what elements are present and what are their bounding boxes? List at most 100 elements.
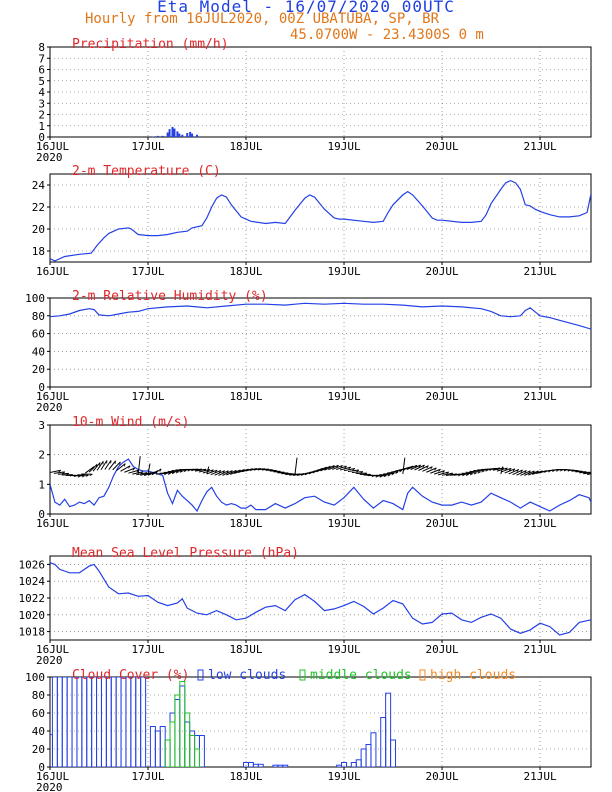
wind-gust-arrow bbox=[137, 456, 141, 475]
cloud-bar-mid bbox=[189, 735, 196, 767]
precip-bar bbox=[178, 133, 181, 137]
wind-arrow bbox=[500, 467, 512, 473]
legend-label: middle clouds bbox=[310, 668, 412, 683]
wind-arrow-head bbox=[81, 475, 85, 478]
x-year-label: 2020 bbox=[36, 781, 63, 792]
cloud-bar-mid bbox=[179, 681, 186, 767]
wind-arrow-head bbox=[159, 468, 162, 472]
wind-arrow-head bbox=[123, 463, 126, 467]
y-tick-label: 1 bbox=[38, 120, 45, 133]
cloud-bar-low bbox=[350, 762, 357, 767]
x-tick-label: 18JUL bbox=[229, 770, 262, 783]
x-tick-label: 20JUL bbox=[425, 643, 458, 656]
x-tick-label: 21JUL bbox=[523, 265, 556, 278]
panel-title: 2-m Relative Humidity (%) bbox=[72, 289, 268, 304]
station-coordinates: 45.0700W - 23.4300S 0 m bbox=[290, 27, 484, 43]
wind-arrow bbox=[234, 469, 245, 474]
wind-arrow bbox=[347, 469, 359, 473]
panel-frame bbox=[49, 676, 592, 768]
wind-arrow bbox=[339, 466, 351, 471]
wind-arrow-head bbox=[183, 470, 187, 473]
x-tick-label: 16JUL bbox=[36, 517, 69, 530]
cloud-bar-low bbox=[194, 735, 201, 767]
wind-arrow-head bbox=[508, 468, 512, 471]
wind-arrow bbox=[590, 474, 591, 476]
wind-arrow-head bbox=[167, 472, 171, 475]
cloud-bar-low bbox=[336, 764, 343, 767]
wind-arrow-head bbox=[528, 470, 531, 474]
y-tick-label: 0 bbox=[38, 761, 45, 774]
wind-arrow-head bbox=[422, 464, 425, 468]
legend-label: high clouds bbox=[430, 668, 516, 683]
cloud-bar-low bbox=[120, 677, 127, 767]
wind-arrow bbox=[124, 467, 135, 473]
wind-arrow bbox=[230, 469, 241, 475]
cloud-bar-low bbox=[257, 763, 264, 767]
x-tick-label: 21JUL bbox=[523, 643, 556, 656]
y-tick-label: 20 bbox=[32, 363, 45, 376]
x-tick-label: 19JUL bbox=[327, 643, 360, 656]
x-tick-label: 16JUL bbox=[36, 643, 69, 656]
y-tick-label: 60 bbox=[32, 707, 45, 720]
precip-bar bbox=[151, 136, 154, 137]
cloud-bar-low bbox=[154, 730, 161, 767]
wind-arrow-head bbox=[119, 461, 121, 465]
wind-arrow bbox=[586, 473, 591, 476]
panel-data bbox=[50, 179, 591, 262]
cloud-bar-low bbox=[365, 744, 372, 767]
wind-arrow-head bbox=[344, 465, 347, 469]
cloud-bar-low bbox=[125, 677, 132, 767]
x-tick-label: 18JUL bbox=[229, 517, 262, 530]
wind-gust-arrow bbox=[206, 466, 210, 475]
wind-arrow bbox=[418, 465, 429, 471]
cloud-bar-mid bbox=[184, 712, 191, 767]
wind-arrow bbox=[316, 466, 327, 473]
wind-arrow bbox=[92, 462, 101, 472]
panel-data bbox=[50, 456, 594, 513]
wind-arrow-head bbox=[430, 466, 433, 470]
wind-arrow-head bbox=[592, 473, 594, 475]
series-line-pres bbox=[50, 562, 591, 636]
cloud-bar-low bbox=[140, 677, 147, 767]
x-tick-label: 19JUL bbox=[327, 517, 360, 530]
precip-bar bbox=[166, 132, 169, 137]
y-tick-label: 0 bbox=[38, 131, 45, 144]
x-tick-label: 20JUL bbox=[425, 770, 458, 783]
x-tick-label: 21JUL bbox=[523, 390, 556, 403]
x-tick-label: 19JUL bbox=[327, 770, 360, 783]
precip-bar bbox=[189, 131, 192, 137]
y-tick-label: 60 bbox=[32, 328, 45, 341]
series-line-temp bbox=[50, 179, 591, 262]
wind-arrow-head bbox=[438, 468, 441, 472]
wind-arrow-head bbox=[512, 468, 516, 472]
wind-arrow bbox=[332, 464, 343, 470]
wind-arrow bbox=[77, 474, 89, 476]
x-tick-label: 17JUL bbox=[131, 517, 164, 530]
cloud-bar-low bbox=[91, 677, 98, 767]
x-tick-label: 21JUL bbox=[523, 770, 556, 783]
wind-arrow bbox=[210, 470, 222, 476]
y-tick-label: 22 bbox=[32, 201, 45, 214]
wind-arrow bbox=[96, 461, 104, 471]
wind-arrow bbox=[136, 472, 148, 476]
precip-bar bbox=[173, 128, 176, 137]
cloud-bar-low bbox=[66, 677, 73, 767]
legend-swatch bbox=[197, 669, 204, 681]
y-tick-label: 1018 bbox=[19, 626, 46, 639]
wind-arrow bbox=[532, 470, 543, 475]
cloud-bar-mid bbox=[169, 721, 176, 767]
wind-arrow bbox=[191, 468, 203, 471]
wind-arrow-head bbox=[485, 469, 489, 472]
y-tick-label: 3 bbox=[38, 97, 45, 110]
wind-arrow-head bbox=[218, 470, 222, 474]
panel-title: Mean Sea Level Pressure (hPa) bbox=[72, 546, 299, 561]
wind-arrow bbox=[171, 470, 183, 472]
wind-arrow bbox=[524, 470, 535, 476]
precip-bar bbox=[171, 126, 174, 137]
y-tick-label: 1024 bbox=[19, 575, 46, 588]
wind-arrow-head bbox=[356, 469, 360, 473]
cloud-bar-low bbox=[130, 677, 137, 767]
y-tick-label: 100 bbox=[25, 671, 45, 684]
wind-arrow-head bbox=[516, 469, 520, 473]
